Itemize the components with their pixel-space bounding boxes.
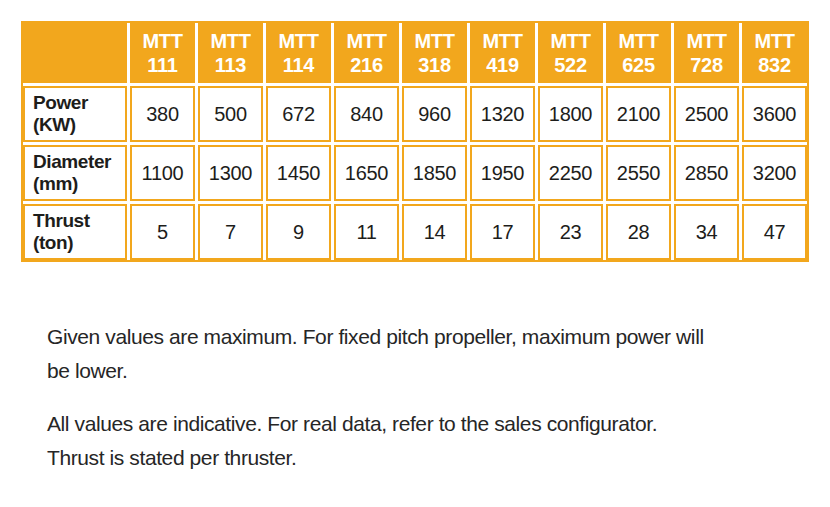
row-label-line1: Thrust bbox=[33, 210, 90, 232]
diameter-value: 2850 bbox=[674, 145, 739, 201]
column-header-model: 728 bbox=[690, 53, 722, 77]
column-header-model: 111 bbox=[147, 53, 177, 77]
row-label-line2: (KW) bbox=[33, 114, 76, 136]
column-header-mtt-522: MTT 522 bbox=[538, 23, 603, 83]
column-header-mtt-114: MTT 114 bbox=[266, 23, 331, 83]
row-label-diameter: Diameter (mm) bbox=[23, 145, 127, 201]
column-header-brand: MTT bbox=[754, 29, 794, 53]
thrust-value: 7 bbox=[198, 204, 263, 260]
column-header-model: 318 bbox=[418, 53, 450, 77]
thrust-value: 9 bbox=[266, 204, 331, 260]
column-header-mtt-625: MTT 625 bbox=[606, 23, 671, 83]
diameter-value: 1850 bbox=[402, 145, 467, 201]
column-header-model: 832 bbox=[758, 53, 790, 77]
column-header-brand: MTT bbox=[550, 29, 590, 53]
column-header-model: 114 bbox=[283, 53, 314, 77]
thrust-value: 11 bbox=[334, 204, 399, 260]
column-header-mtt-728: MTT 728 bbox=[674, 23, 739, 83]
power-value: 960 bbox=[402, 86, 467, 142]
column-header-model: 522 bbox=[554, 53, 586, 77]
diameter-value: 1100 bbox=[130, 145, 195, 201]
footnote-indicative-values: All values are indicative. For real data… bbox=[47, 407, 704, 475]
diameter-value: 1450 bbox=[266, 145, 331, 201]
column-header-model: 419 bbox=[486, 53, 518, 77]
thruster-spec-table: MTT 111 MTT 113 MTT 114 MTT 216 MTT 318 … bbox=[21, 21, 809, 262]
column-header-mtt-318: MTT 318 bbox=[402, 23, 467, 83]
table-corner-cell bbox=[23, 23, 127, 83]
column-header-mtt-216: MTT 216 bbox=[334, 23, 399, 83]
diameter-value: 1950 bbox=[470, 145, 535, 201]
column-header-mtt-832: MTT 832 bbox=[742, 23, 807, 83]
row-label-line1: Diameter bbox=[33, 151, 111, 173]
thrust-value: 28 bbox=[606, 204, 671, 260]
footnote-line: be lower. bbox=[47, 354, 704, 388]
thrust-value: 14 bbox=[402, 204, 467, 260]
power-value: 1320 bbox=[470, 86, 535, 142]
diameter-value: 2250 bbox=[538, 145, 603, 201]
column-header-brand: MTT bbox=[346, 29, 386, 53]
power-value: 500 bbox=[198, 86, 263, 142]
column-header-mtt-113: MTT 113 bbox=[198, 23, 263, 83]
diameter-value: 3200 bbox=[742, 145, 807, 201]
row-label-line2: (mm) bbox=[33, 173, 78, 195]
row-label-thrust: Thrust (ton) bbox=[23, 204, 127, 260]
thrust-value: 34 bbox=[674, 204, 739, 260]
column-header-brand: MTT bbox=[210, 29, 250, 53]
footnote-line: All values are indicative. For real data… bbox=[47, 407, 704, 441]
row-label-line1: Power bbox=[33, 92, 88, 114]
column-header-model: 216 bbox=[350, 53, 382, 77]
thrust-value: 23 bbox=[538, 204, 603, 260]
column-header-brand: MTT bbox=[482, 29, 522, 53]
column-header-brand: MTT bbox=[686, 29, 726, 53]
column-header-brand: MTT bbox=[414, 29, 454, 53]
row-label-power: Power (KW) bbox=[23, 86, 127, 142]
diameter-value: 2550 bbox=[606, 145, 671, 201]
diameter-value: 1300 bbox=[198, 145, 263, 201]
footnote-line: Thrust is stated per thruster. bbox=[47, 441, 704, 475]
diameter-value: 1650 bbox=[334, 145, 399, 201]
power-value: 2100 bbox=[606, 86, 671, 142]
footnotes: Given values are maximum. For fixed pitc… bbox=[47, 320, 704, 475]
column-header-mtt-111: MTT 111 bbox=[130, 23, 195, 83]
thrust-value: 17 bbox=[470, 204, 535, 260]
power-value: 840 bbox=[334, 86, 399, 142]
column-header-brand: MTT bbox=[618, 29, 658, 53]
footnote-max-values: Given values are maximum. For fixed pitc… bbox=[47, 320, 704, 388]
column-header-brand: MTT bbox=[278, 29, 318, 53]
footnote-line: Given values are maximum. For fixed pitc… bbox=[47, 320, 704, 354]
power-value: 1800 bbox=[538, 86, 603, 142]
power-value: 672 bbox=[266, 86, 331, 142]
column-header-mtt-419: MTT 419 bbox=[470, 23, 535, 83]
power-value: 380 bbox=[130, 86, 195, 142]
row-label-line2: (ton) bbox=[33, 232, 73, 254]
column-header-brand: MTT bbox=[142, 29, 182, 53]
thrust-value: 47 bbox=[742, 204, 807, 260]
power-value: 3600 bbox=[742, 86, 807, 142]
thrust-value: 5 bbox=[130, 204, 195, 260]
column-header-model: 113 bbox=[215, 53, 246, 77]
column-header-model: 625 bbox=[622, 53, 654, 77]
power-value: 2500 bbox=[674, 86, 739, 142]
